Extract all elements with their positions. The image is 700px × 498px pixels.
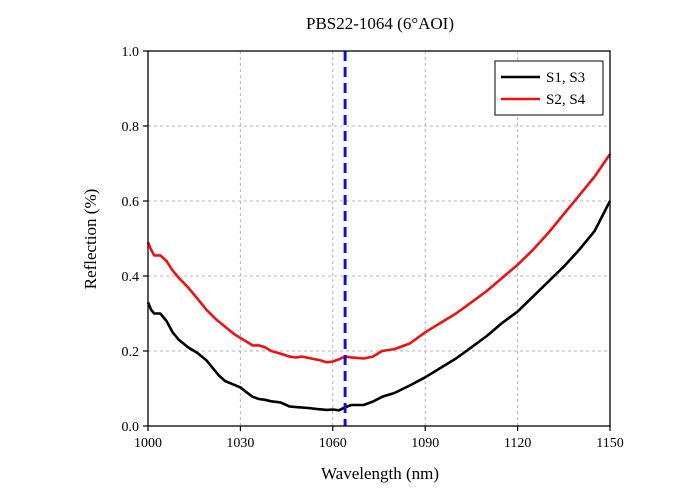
y-axis-label: Reflection (%) — [81, 189, 100, 290]
x-tick-label: 1000 — [134, 436, 162, 451]
series-line — [146, 200, 612, 412]
x-tick-label: 1120 — [504, 436, 531, 451]
x-tick-label: 1150 — [596, 436, 623, 451]
legend-label: S2, S4 — [546, 92, 586, 108]
y-axis: 0.0 0.2 0.4 0.6 0.8 1.0 — [122, 45, 148, 435]
x-axis: 1000 1030 1060 1090 1120 1150 — [134, 426, 624, 451]
x-axis-label: Wavelength (nm) — [321, 464, 439, 483]
y-tick-label: 0.8 — [122, 120, 140, 135]
series-line — [146, 153, 612, 364]
y-tick-label: 1.0 — [122, 45, 140, 60]
legend-box — [494, 60, 604, 116]
x-tick-label: 1060 — [319, 436, 347, 451]
chart-title: PBS22-1064 (6°AOI) — [306, 14, 454, 33]
y-tick-label: 0.4 — [122, 270, 140, 285]
plot-frame — [147, 50, 611, 427]
x-tick-label: 1090 — [411, 436, 439, 451]
y-tick-label: 0.6 — [122, 195, 140, 210]
series-layer — [146, 153, 612, 412]
y-tick-label: 0.2 — [122, 345, 140, 360]
legend: S1, S3 S2, S4 — [494, 60, 604, 116]
legend-label: S1, S3 — [546, 70, 585, 86]
y-tick-label: 0.0 — [122, 420, 140, 435]
x-tick-label: 1030 — [226, 436, 254, 451]
